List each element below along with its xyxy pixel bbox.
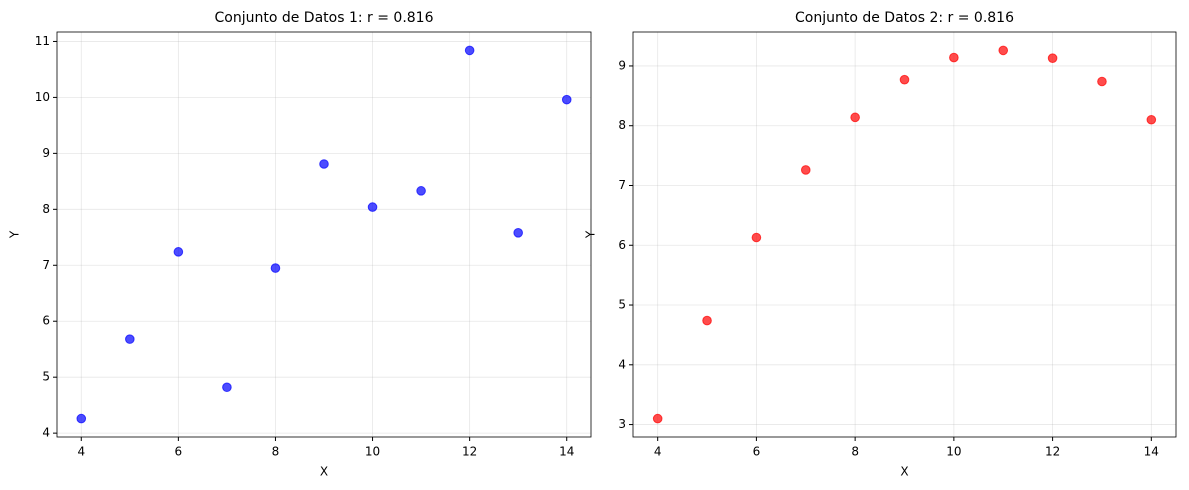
chart-title: Conjunto de Datos 2: r = 0.816 <box>795 10 1014 26</box>
y-tick-label: 7 <box>42 258 50 272</box>
point <box>1047 53 1058 63</box>
point <box>222 382 232 393</box>
x-tick-label: 6 <box>175 445 183 459</box>
x-axis-label: X <box>900 465 908 479</box>
y-tick-label: 11 <box>35 34 50 48</box>
y-tick-label: 8 <box>42 202 50 216</box>
point <box>751 232 762 243</box>
x-axis-label: X <box>320 465 328 479</box>
y-tick-label: 4 <box>42 426 50 440</box>
axes-frame <box>632 31 1177 438</box>
point <box>464 45 475 56</box>
y-tick-label: 10 <box>35 90 50 104</box>
x-tick-label: 4 <box>654 445 662 459</box>
axes-frame <box>56 31 592 438</box>
y-axis-label: Y <box>584 230 598 239</box>
point <box>561 94 572 105</box>
x-tick-label: 6 <box>753 445 761 459</box>
x-tick-label: 12 <box>462 445 477 459</box>
chart-title: Conjunto de Datos 1: r = 0.816 <box>214 10 433 26</box>
x-tick-label: 12 <box>1045 445 1060 459</box>
x-tick-label: 10 <box>946 445 961 459</box>
point <box>652 413 663 424</box>
point <box>850 112 860 123</box>
y-tick-label: 6 <box>42 314 50 328</box>
y-tick-label: 6 <box>618 238 626 252</box>
y-tick-label: 8 <box>618 118 626 132</box>
point <box>270 263 281 273</box>
point <box>702 315 712 326</box>
y-tick-label: 3 <box>618 417 626 431</box>
point <box>367 202 378 212</box>
x-tick-label: 8 <box>851 445 859 459</box>
point <box>416 186 426 196</box>
y-tick-label: 7 <box>618 178 626 192</box>
point <box>319 159 329 169</box>
point <box>513 228 523 238</box>
y-tick-label: 4 <box>618 357 626 371</box>
y-tick-label: 5 <box>42 370 50 384</box>
x-tick-label: 4 <box>77 445 85 459</box>
x-tick-label: 8 <box>272 445 280 459</box>
point <box>998 45 1009 56</box>
y-tick-label: 9 <box>42 146 50 160</box>
point <box>899 74 910 85</box>
point <box>1097 76 1107 87</box>
point <box>173 247 184 257</box>
x-tick-label: 14 <box>1144 445 1159 459</box>
point <box>800 165 811 175</box>
y-tick-label: 5 <box>618 298 626 312</box>
y-axis-label: Y <box>8 230 22 239</box>
point <box>76 413 87 424</box>
x-tick-label: 14 <box>559 445 574 459</box>
point <box>125 334 135 344</box>
x-tick-label: 10 <box>365 445 380 459</box>
point <box>949 52 959 63</box>
point <box>1146 114 1157 125</box>
y-tick-label: 9 <box>618 58 626 72</box>
